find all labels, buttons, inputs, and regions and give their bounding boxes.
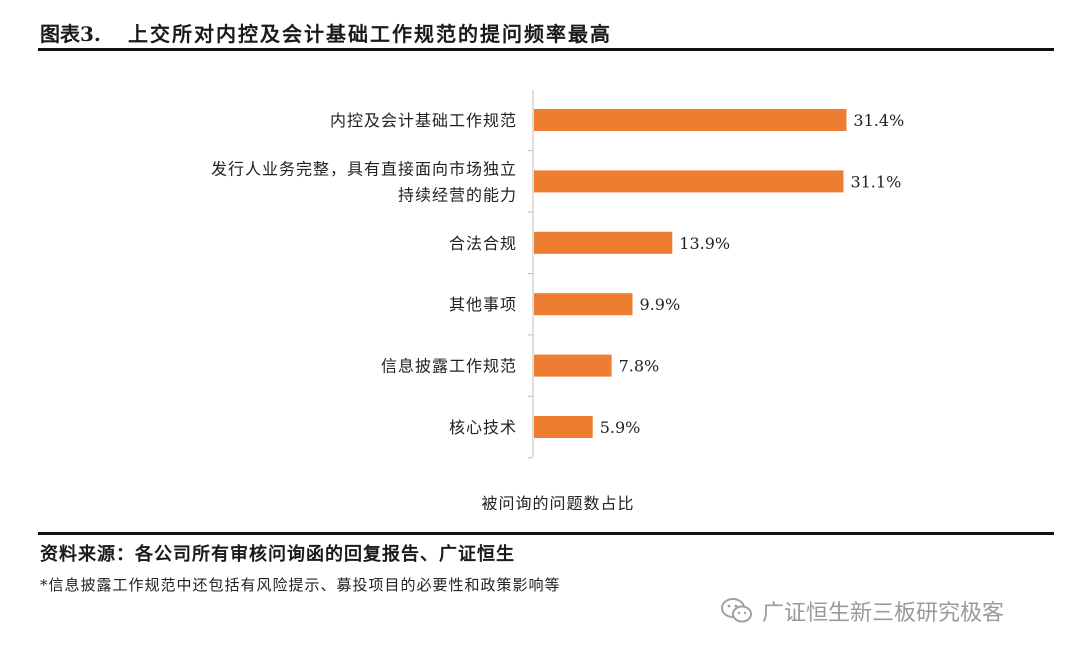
category-label: 核心技术 [449, 418, 517, 437]
bar [534, 416, 593, 438]
wechat-icon [721, 598, 752, 623]
figure-label: 图表3. [40, 22, 101, 46]
x-axis-title: 被问询的问题数占比 [481, 494, 634, 510]
data-label: 31.4% [853, 111, 904, 130]
data-label: 13.9% [679, 234, 730, 253]
figure-header: 图表3. 上交所对内控及会计基础工作规范的提问频率最高 [38, 14, 1054, 51]
category-label: 信息披露工作规范 [381, 357, 517, 376]
data-label: 5.9% [600, 418, 641, 437]
bar [534, 170, 844, 193]
watermark: 广证恒生新三板研究极客 [720, 594, 1004, 628]
footnote: *信息披露工作规范中还包括有风险提示、募投项目的必要性和政策影响等 [40, 576, 561, 594]
source-text: 资料来源：各公司所有审核问询函的回复报告、广证恒生 [40, 544, 515, 565]
category-label: 内控及会计基础工作规范 [330, 111, 517, 130]
bar-chart: 31.4% 内控及会计基础工作规范 31.1% 发行人业务完整，具有直接面向市场独立持… [211, 90, 904, 510]
bar [534, 354, 612, 377]
data-label: 31.1% [850, 172, 901, 191]
watermark-text: 广证恒生新三板研究极客 [762, 601, 1005, 626]
category-label: 合法合规 [449, 234, 517, 253]
bar [534, 231, 673, 254]
source-divider [38, 532, 1054, 535]
category-label: 其他事项 [449, 295, 517, 314]
category-label: 发行人业务完整，具有直接面向市场独立 [211, 159, 517, 178]
data-label: 7.8% [619, 357, 660, 376]
bar [534, 293, 633, 316]
data-label: 9.9% [640, 295, 681, 314]
bar [534, 109, 847, 131]
figure-title: 上交所对内控及会计基础工作规范的提问频率最高 [128, 22, 612, 46]
category-label: 持续经营的能力 [398, 185, 517, 204]
